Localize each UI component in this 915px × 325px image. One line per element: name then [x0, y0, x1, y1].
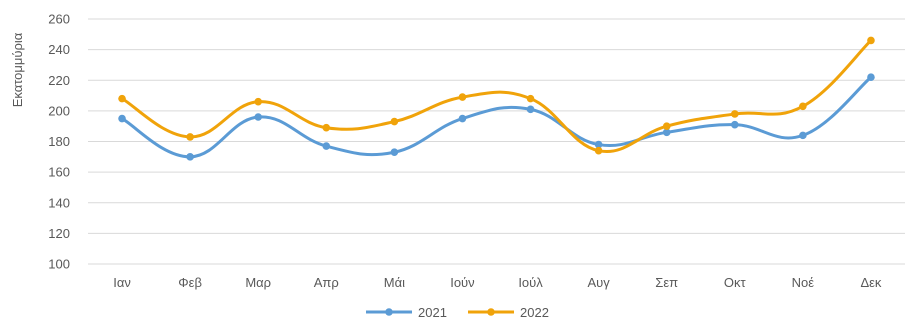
y-tick-label: 120	[48, 226, 70, 241]
data-point	[662, 128, 671, 137]
x-tick-label: Μαρ	[245, 275, 271, 290]
y-tick-label: 260	[48, 12, 70, 27]
series-2021	[118, 73, 875, 161]
x-tick-label: Ιαν	[113, 275, 131, 290]
y-tick-label: 100	[48, 257, 70, 272]
y-tick-label: 180	[48, 134, 70, 149]
x-axis-ticks: Ιαν Φεβ Μαρ Απρ Μάι Ιούν Ιούλ Αυγ Σεπ Οκτ Νοέ Δεκ	[113, 275, 882, 290]
x-tick-label: Φεβ	[178, 275, 202, 290]
series-lines	[118, 36, 875, 161]
y-tick-label: 220	[48, 73, 70, 88]
x-tick-label: Ιούν	[450, 275, 474, 290]
x-tick-label: Σεπ	[655, 275, 678, 290]
data-point	[526, 105, 535, 114]
x-tick-label: Μάι	[384, 275, 405, 290]
series-line	[120, 38, 873, 154]
data-point	[730, 120, 739, 129]
y-axis-title: Εκατομμύρια	[10, 32, 25, 107]
x-tick-label: Δεκ	[860, 275, 881, 290]
legend: 2021 2022	[366, 305, 549, 320]
data-point	[390, 117, 399, 126]
data-point	[662, 122, 671, 130]
series-2022	[118, 36, 875, 155]
y-tick-label: 160	[48, 165, 70, 180]
x-tick-label: Νοέ	[792, 275, 815, 290]
legend-marker	[487, 308, 495, 316]
data-point	[118, 94, 126, 103]
data-point	[526, 94, 535, 103]
legend-item: 2021	[366, 305, 447, 320]
y-tick-label: 240	[48, 42, 70, 57]
x-tick-label: Απρ	[314, 275, 339, 290]
data-point	[118, 114, 126, 123]
data-point	[730, 110, 739, 118]
data-point	[186, 153, 194, 161]
data-point	[186, 133, 194, 141]
data-point	[254, 113, 263, 121]
y-tick-label: 200	[48, 103, 70, 118]
data-point	[458, 114, 467, 123]
data-point	[799, 102, 807, 111]
data-point	[322, 123, 331, 132]
legend-item: 2022	[468, 305, 549, 320]
x-tick-label: Οκτ	[724, 275, 747, 290]
data-point	[594, 146, 603, 155]
data-point	[254, 97, 263, 106]
data-point	[322, 142, 331, 150]
data-point	[867, 36, 875, 45]
data-point	[799, 131, 807, 140]
gridlines	[88, 18, 905, 265]
legend-label: 2021	[418, 305, 447, 320]
data-point	[390, 148, 399, 157]
x-tick-label: Ιούλ	[518, 275, 543, 290]
y-axis-ticks: 100 120 140 160 180 200 220 240 260	[48, 12, 70, 272]
legend-label: 2022	[520, 305, 549, 320]
data-point	[594, 140, 603, 149]
y-tick-label: 140	[48, 195, 70, 210]
data-point	[458, 93, 467, 101]
series-line	[120, 75, 873, 159]
data-point	[867, 73, 875, 81]
legend-marker	[385, 308, 393, 316]
x-tick-label: Αυγ	[587, 275, 610, 290]
